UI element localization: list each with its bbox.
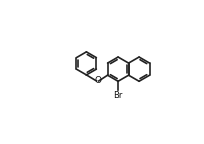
Text: Br: Br: [113, 91, 123, 100]
Text: O: O: [94, 76, 101, 86]
